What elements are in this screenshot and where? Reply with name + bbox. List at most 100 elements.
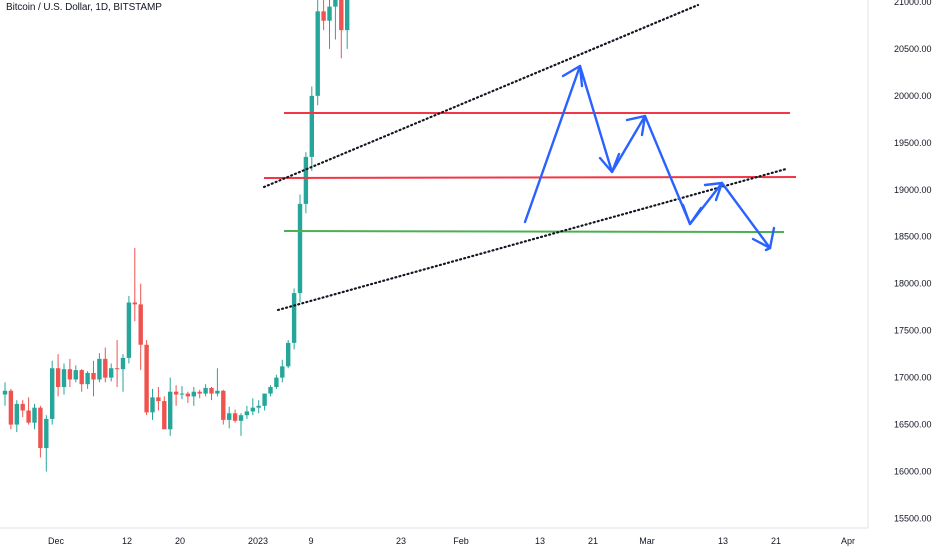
x-tick-label: 2023 <box>248 536 268 546</box>
candle <box>114 340 120 388</box>
candle-body <box>2 390 8 395</box>
candle-body <box>50 368 55 419</box>
candle <box>345 0 350 49</box>
candle <box>215 368 220 397</box>
candle <box>97 353 102 383</box>
y-tick-label: 16500.00 <box>894 420 932 430</box>
candle <box>291 288 297 350</box>
candle-body <box>67 369 73 380</box>
x-tick-label: Dec <box>48 536 65 546</box>
candle-body <box>44 418 49 449</box>
candle-body <box>327 6 332 21</box>
candle-body <box>232 413 238 421</box>
channel-upper-line <box>262 3 700 189</box>
candle-body <box>144 344 149 413</box>
candle-body <box>291 293 297 343</box>
candle <box>14 400 19 433</box>
candle <box>256 400 261 414</box>
candle <box>132 248 137 322</box>
candle <box>20 400 25 418</box>
candle-body <box>26 410 31 423</box>
candle <box>103 347 108 383</box>
candle-body <box>109 368 114 378</box>
candle <box>280 359 285 383</box>
candle-body <box>197 391 202 394</box>
candle <box>297 194 303 303</box>
candle <box>244 405 250 419</box>
projection-path <box>523 64 772 250</box>
candle <box>309 86 314 171</box>
candle-body <box>114 368 120 370</box>
candle <box>55 354 61 397</box>
candle <box>138 283 143 371</box>
candle <box>91 360 96 397</box>
candle-body <box>55 368 61 388</box>
candle-body <box>120 357 126 370</box>
candle-body <box>321 11 326 21</box>
candle-body <box>85 372 90 385</box>
y-tick-label: 17500.00 <box>894 326 932 336</box>
x-tick-label: Apr <box>841 536 855 546</box>
price-axis-panel <box>868 0 932 550</box>
candle-body <box>221 390 226 420</box>
candle <box>238 413 244 436</box>
arrowhead-4 <box>681 203 703 226</box>
candle-body <box>227 413 232 420</box>
projection-arrows <box>523 64 776 252</box>
candle-body <box>38 407 43 449</box>
y-tick-label: 16000.00 <box>894 467 932 477</box>
candle <box>79 369 84 392</box>
candle <box>67 358 73 388</box>
candle <box>274 374 279 389</box>
candle <box>50 360 55 425</box>
candle <box>250 398 255 416</box>
resistance-line-lower <box>263 176 797 179</box>
y-tick-label: 19500.00 <box>894 138 932 148</box>
x-tick-label: 23 <box>396 536 406 546</box>
candle <box>179 386 185 400</box>
candle-body <box>303 156 309 204</box>
candle <box>120 354 126 392</box>
candle-body <box>91 372 96 380</box>
candle-body <box>191 391 196 397</box>
candle-body <box>103 358 108 378</box>
arrowhead-3 <box>625 114 647 137</box>
candle-body <box>126 302 132 358</box>
candle-body <box>297 203 303 294</box>
candle <box>126 295 132 364</box>
candle <box>44 415 49 472</box>
candle <box>303 152 309 214</box>
candle <box>191 387 196 406</box>
candle-body <box>61 369 67 388</box>
x-tick-label: 21 <box>771 536 781 546</box>
y-tick-label: 19000.00 <box>894 185 932 195</box>
chart-title: Bitcoin / U.S. Dollar, 1D, BITSTAMP <box>6 2 162 13</box>
candle-body <box>8 390 14 425</box>
arrowhead-5 <box>703 181 724 202</box>
y-tick-label: 21000.00 <box>894 0 932 7</box>
candle <box>197 389 202 399</box>
candle-body <box>79 370 84 385</box>
candles-layer <box>2 0 350 472</box>
candle-body <box>173 391 179 395</box>
candle-body <box>238 415 244 421</box>
candle <box>61 363 67 395</box>
candle-body <box>309 95 314 157</box>
drawings-layer <box>262 3 797 312</box>
candle-body <box>262 393 267 406</box>
x-tick-label: 20 <box>175 536 185 546</box>
candle-body <box>250 407 255 412</box>
candle-body <box>162 401 167 430</box>
candle <box>109 363 114 382</box>
candle <box>321 0 326 31</box>
candle <box>8 388 14 430</box>
candle-body <box>209 387 214 394</box>
y-tick-label: 15500.00 <box>894 514 932 524</box>
candle <box>73 365 78 383</box>
channel-lower-line <box>276 167 788 312</box>
candle <box>185 391 191 403</box>
candle <box>262 393 267 411</box>
candle-body <box>156 397 161 402</box>
time-axis: Dec 12 20 2023 9 23 Feb 13 21 Mar 13 21 Apr <box>0 527 932 550</box>
